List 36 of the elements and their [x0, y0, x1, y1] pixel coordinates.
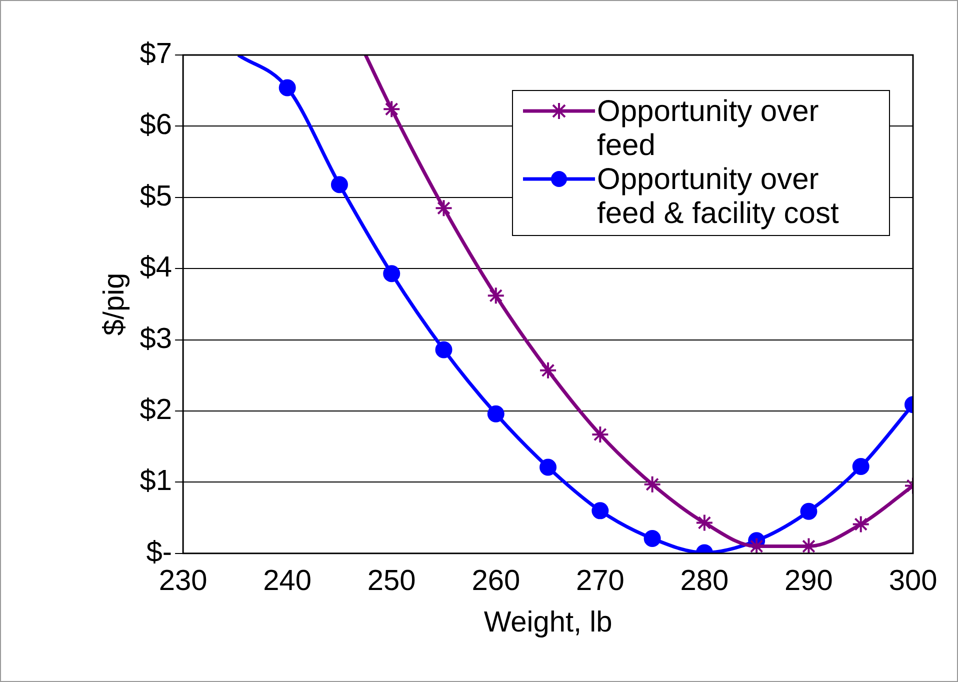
y-tick-label: $2: [140, 394, 172, 426]
point: [383, 265, 400, 282]
y-axis-title: $/pig: [98, 272, 130, 336]
point: [540, 458, 557, 476]
x-tick-label: 260: [472, 564, 520, 597]
legend-label: Opportunity over feed: [597, 95, 820, 163]
point: [434, 199, 453, 218]
x-tick-label: 290: [784, 564, 833, 597]
legend-label: Opportunity over feed & facility cost: [597, 163, 840, 231]
x-axis-title: Weight, lb: [484, 606, 612, 639]
x-tick-label: 240: [263, 564, 312, 597]
x-tick-label: 250: [367, 564, 416, 597]
point: [435, 341, 452, 358]
y-tick-label: $7: [140, 38, 172, 70]
point: [539, 361, 558, 380]
point: [278, 79, 296, 96]
x-tick-label: 270: [576, 564, 624, 597]
point: [382, 100, 401, 118]
point: [643, 475, 662, 494]
point: [591, 425, 610, 444]
point: [852, 458, 870, 476]
point: [486, 286, 505, 305]
point: [852, 515, 870, 534]
y-tick-label: $6: [140, 109, 172, 142]
point: [592, 502, 609, 520]
point: [695, 514, 714, 532]
point: [800, 502, 818, 520]
point: [644, 530, 661, 547]
y-tick-label: $4: [140, 252, 172, 284]
x-tick-label: 300: [888, 564, 938, 597]
y-tick-label: $3: [140, 322, 172, 355]
y-tick-label: $1: [140, 465, 172, 498]
point: [330, 176, 348, 194]
point: [487, 405, 504, 422]
x-tick-label: 280: [680, 564, 729, 597]
y-tick-label: $5: [140, 180, 172, 212]
